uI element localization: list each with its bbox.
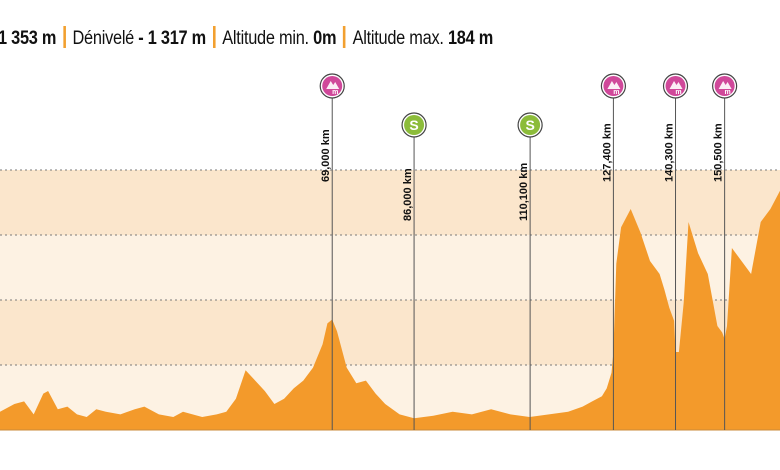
marker-km-label: 69,000 km (320, 129, 332, 182)
mountain-glyph (669, 81, 683, 89)
elevation-label: Dénivelé (72, 28, 135, 49)
stats-separator (343, 26, 346, 48)
stats-separator (63, 26, 66, 48)
stats-separator (212, 26, 216, 48)
sprint-icon (520, 115, 541, 135)
mountain-glyph (326, 81, 340, 89)
marker-km-label: 140,300 km (664, 123, 676, 182)
climb-marker: 140,300 km m (662, 73, 689, 430)
mountain-glyph-letter: m (332, 89, 338, 96)
mountain-glyph-letter: m (675, 89, 681, 96)
marker-km-label: 86,000 km (402, 168, 414, 221)
climb-marker: 127,400 km m (600, 73, 627, 430)
sprint-marker: 86,000 km S (401, 112, 427, 430)
alt-min-label: Altitude min. (222, 28, 309, 49)
marker-km-label: 127,400 km (601, 123, 613, 182)
background-band (0, 170, 780, 235)
sprint-glyph-letter: S (525, 117, 534, 133)
mountain-glyph (607, 81, 621, 89)
marker-km-label: 110,100 km (518, 163, 530, 221)
elevation-value: - 1 317 m (138, 28, 206, 49)
climb-marker: 150,500 km m (712, 73, 738, 430)
sprint-glyph-letter: S (409, 117, 418, 133)
mountain-glyph-letter: m (725, 89, 731, 96)
mountain-glyph (718, 81, 732, 89)
elevation-profile-area (0, 190, 780, 430)
stage-stats: 1 353 m Dénivelé - 1 317 m Altitude min. 0… (0, 26, 493, 56)
alt-max-value: 184 m (447, 28, 494, 49)
distance-value: 1 353 m (0, 28, 57, 49)
marker-km-label: 150,500 km (713, 123, 725, 182)
sprint-marker: 110,100 km S (517, 112, 543, 430)
route-markers: 69,000 km m 86,000 km S 110,100 km S 127,400 k… (319, 73, 738, 430)
alt-max-label: Altitude max. (352, 28, 444, 49)
mountain-glyph-letter: m (613, 89, 619, 96)
climb-marker: 69,000 km m (319, 73, 345, 430)
alt-min-value: 0m (313, 28, 337, 49)
sprint-icon (404, 115, 425, 135)
